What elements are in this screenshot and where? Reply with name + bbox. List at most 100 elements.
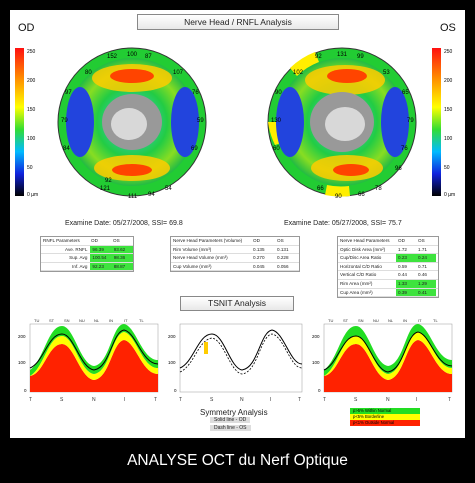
tsnit-bottom-label: I	[270, 397, 271, 403]
od-value-4: 59	[197, 118, 204, 124]
table-row: Cup Volume (mm³) 0.045 0.056	[171, 263, 299, 272]
od-value-15: 107	[173, 70, 184, 76]
tsnit-label: NU	[373, 318, 379, 323]
row-label: Cup/Disc Area Ratio	[340, 255, 382, 261]
os-cb-tick-5: 0 µm	[444, 192, 455, 198]
os-value-12: 90	[275, 90, 282, 96]
od-label: OD	[18, 22, 35, 34]
od-value-3: 76	[192, 90, 199, 96]
od-value-7: 94	[148, 192, 155, 198]
symmetry-dash-legend: Dash line - OS	[210, 425, 251, 431]
tsnit-label: TU	[34, 318, 39, 323]
od-value-8: 111	[128, 194, 138, 200]
tsnit-label: TL	[433, 318, 438, 323]
tsnit-bottom-label: S	[210, 397, 214, 403]
tsnit-label: IN	[109, 318, 113, 323]
od-value: 0.44	[398, 272, 407, 278]
page-title: Nerve Head / RNFL Analysis	[137, 14, 339, 30]
row-label: Ave. RNFL	[65, 246, 88, 252]
os-value: 0.46	[418, 272, 427, 278]
od-value-2: 87	[145, 54, 152, 60]
os-value: 1.71	[418, 246, 427, 252]
tsnit-bottom-label: T	[298, 397, 301, 403]
os-value: 0.228	[277, 255, 289, 261]
od-cb-tick-4: 50	[27, 165, 33, 171]
os-value-9: 60	[273, 146, 280, 152]
header-cell: Nerve Head Parameters (Volume)	[173, 238, 243, 243]
symmetry-chart: 200 100 0 T S N I T	[168, 323, 303, 403]
tsnit-label: NL	[94, 318, 100, 323]
row-label: Cup Area (mm²)	[340, 289, 373, 295]
od-colorbar: 250 200 150 100 50 0 µm	[15, 48, 38, 198]
os-value: 0.131	[277, 246, 289, 252]
tsnit-label: ST	[343, 318, 349, 323]
os-value: 0.71	[418, 263, 427, 269]
tsnit-bottom-label: T	[323, 397, 326, 403]
rnfl-parameters-table: RNFL Parameters OD OS Ave. RNFL 96.39 93…	[40, 236, 134, 273]
od-value: 0.270	[253, 255, 265, 261]
row-label: Vertical C/D Ratio	[340, 272, 377, 278]
tsnit-bottom-label: I	[124, 397, 125, 403]
table-header: Nerve Head Parameters OD OS	[338, 237, 438, 246]
y-tick: 200	[312, 334, 320, 339]
legend-outside: p<1% Outside Normal	[350, 420, 420, 426]
tsnit-bottom-label: T	[29, 397, 32, 403]
y-tick: 100	[312, 360, 320, 365]
table-row: Horizontal C/D Ratio 0.59 0.71	[338, 263, 438, 272]
os-value: 93.62	[111, 245, 133, 254]
od-value: 0.23	[396, 254, 416, 262]
normative-legend: p>5% Within Normal p<5% Borderline p<1% …	[350, 408, 420, 426]
table-row: Ave. RNFL 96.39 93.62	[41, 245, 133, 255]
table-header: Nerve Head Parameters (Volume) OD OS	[171, 237, 299, 246]
tsnit-bottom-label: N	[240, 397, 244, 403]
y-tick: 100	[18, 360, 26, 365]
od-cb-tick-0: 250	[27, 49, 36, 55]
os-value-11: 130	[271, 118, 282, 124]
os-value-8: 66	[317, 186, 324, 192]
tsnit-label: NU	[79, 318, 85, 323]
table-row: Cup/Disc Area Ratio 0.23 0.24	[338, 254, 438, 263]
row-label: Optic Disk Area (mm²)	[340, 246, 386, 252]
os-value-13: 53	[383, 70, 390, 76]
header-cell: OS	[277, 238, 284, 243]
legend-normal: p>5% Within Normal	[350, 408, 420, 414]
os-value: 0.24	[416, 254, 436, 262]
table-row: Sup. Avg 100.54 98.36	[41, 254, 133, 263]
od-cb-tick-5: 0 µm	[27, 192, 38, 198]
tsnit-label: IT	[124, 318, 128, 323]
tsnit-bottom-label: N	[386, 397, 390, 403]
os-value-4: 79	[407, 118, 414, 124]
os-value-15: 96	[395, 166, 402, 172]
row-label: Horizontal C/D Ratio	[340, 263, 382, 269]
od-tsnit-chart: TU ST SN NU NL IN IT TL 200 100 0 T S N …	[18, 318, 159, 403]
od-value: 1.33	[396, 279, 416, 288]
od-value: 0.39	[396, 288, 416, 297]
row-label: Rim Area (mm²)	[340, 280, 373, 286]
tsnit-bottom-label: T	[179, 397, 182, 403]
table-row: Optic Disk Area (mm²) 1.72 1.71	[338, 246, 438, 255]
table-row: Vertical C/D Ratio 0.44 0.46	[338, 271, 438, 280]
table-row: Cup Area (mm²) 0.39 0.41	[338, 288, 438, 298]
od-cb-tick-2: 150	[27, 107, 36, 113]
os-rnfl-map: 92 131 99 65 79 76 78 66 66 60 90 130 90…	[267, 47, 417, 200]
tsnit-label: SN	[358, 318, 364, 323]
os-value-3: 65	[402, 90, 409, 96]
y-tick: 200	[168, 334, 176, 339]
od-value: 0.045	[253, 263, 265, 269]
od-value-6: 54	[165, 186, 172, 192]
od-value-14: 80	[85, 70, 92, 76]
od-value-12: 97	[65, 90, 72, 96]
tsnit-bottom-label: N	[92, 397, 96, 403]
tsnit-label: TU	[328, 318, 333, 323]
y-tick: 0	[24, 388, 27, 393]
od-value-13: 92	[105, 178, 112, 184]
row-label: Inf. Avg	[72, 263, 88, 269]
tsnit-bottom-label: S	[60, 397, 64, 403]
od-value: 100.54	[90, 254, 112, 262]
tsnit-label: NL	[388, 318, 394, 323]
tsnit-bottom-label: I	[416, 397, 417, 403]
table-header: RNFL Parameters OD OS	[41, 237, 133, 246]
y-tick: 200	[18, 334, 26, 339]
od-value: 96.39	[90, 245, 112, 254]
od-value-9: 121	[100, 186, 111, 192]
